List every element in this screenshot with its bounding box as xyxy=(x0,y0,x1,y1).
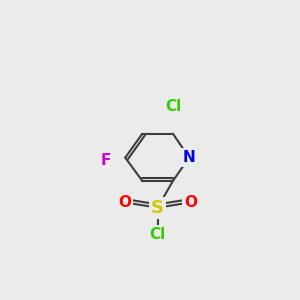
Text: N: N xyxy=(183,150,196,165)
Text: O: O xyxy=(184,195,197,210)
Text: S: S xyxy=(151,199,164,217)
Text: F: F xyxy=(101,153,111,168)
Text: O: O xyxy=(118,195,131,210)
Text: Cl: Cl xyxy=(165,99,181,114)
Text: Cl: Cl xyxy=(149,227,166,242)
